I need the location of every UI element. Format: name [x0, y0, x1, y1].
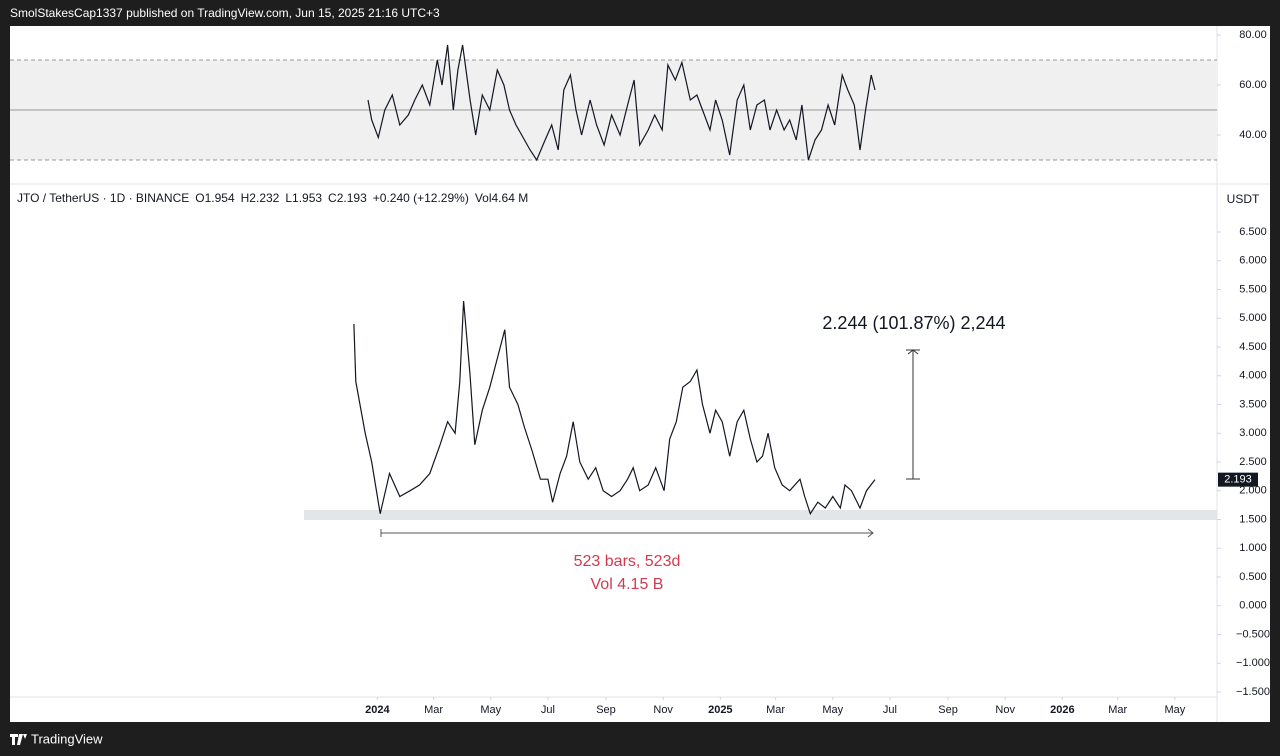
support-zone: [304, 510, 1217, 520]
x-tick-label: Nov: [653, 704, 673, 716]
currency: USDT: [1227, 192, 1260, 206]
x-tick-label: Mar: [424, 704, 443, 716]
y-tick-label: −1.500: [1236, 686, 1270, 698]
last-price-label: 2.193: [1224, 474, 1252, 486]
close: C2.193: [328, 191, 367, 205]
x-tick-label: Nov: [995, 704, 1015, 716]
y-tick-label: 5.000: [1239, 312, 1267, 324]
legend: JTO / TetherUS · 1D · BINANCE O1.954 H2.…: [17, 191, 528, 205]
x-tick-label: 2026: [1050, 704, 1074, 716]
y-tick-label: −0.500: [1236, 628, 1270, 640]
price-line: [353, 300, 876, 516]
y-tick-label: 6.500: [1239, 226, 1267, 238]
x-tick-label: May: [480, 704, 501, 716]
y-tick-label: 40.00: [1239, 129, 1267, 141]
low: L1.953: [285, 191, 323, 205]
x-tick-label: May: [1164, 704, 1185, 716]
last-price-badge: [1218, 472, 1258, 487]
range-arrow-ends: [906, 349, 920, 480]
x-tick-label: 2024: [365, 704, 390, 716]
open: O1.954: [195, 191, 235, 205]
y-tick-label: 3.000: [1239, 427, 1267, 439]
x-tick-label: Jul: [541, 704, 555, 716]
x-tick-label: Sep: [938, 704, 958, 716]
x-tick-label: Mar: [1108, 704, 1127, 716]
y-tick-label: 1.500: [1239, 513, 1267, 525]
y-tick-label: 2.500: [1239, 456, 1267, 468]
high: H2.232: [240, 191, 280, 205]
y-tick-label: 5.500: [1239, 283, 1267, 295]
volume-label: Vol 4.15 B: [591, 576, 664, 593]
bars-label: 523 bars, 523d: [574, 553, 681, 570]
x-tick-label: May: [822, 704, 843, 716]
y-tick-label: 2.000: [1239, 485, 1267, 497]
price-line: [367, 44, 876, 162]
y-tick-label: 3.500: [1239, 398, 1267, 410]
measure-ends: [380, 528, 874, 538]
x-tick-label: Jul: [883, 704, 897, 716]
y-tick-label: 4.500: [1239, 341, 1267, 353]
change: +0.240 (+12.29%): [372, 191, 469, 205]
brand: TradingView: [31, 731, 103, 746]
brand-logo: [10, 734, 27, 745]
y-tick-label: 1.000: [1239, 542, 1267, 554]
y-tick-label: 6.000: [1239, 255, 1267, 267]
y-tick-label: 60.00: [1239, 79, 1267, 91]
y-tick-label: −1.000: [1236, 657, 1270, 669]
y-tick-label: 0.500: [1239, 571, 1267, 583]
publisher: SmolStakesCap1337 published on TradingVi…: [10, 6, 440, 20]
x-tick-label: Sep: [596, 704, 616, 716]
y-tick-label: 0.000: [1239, 600, 1267, 612]
volume: Vol4.64 M: [474, 191, 529, 205]
y-tick-label: 80.00: [1239, 29, 1267, 41]
symbol: JTO / TetherUS · 1D · BINANCE: [17, 191, 190, 205]
range-label: 2.244 (101.87%) 2,244: [822, 313, 1005, 333]
x-tick-label: 2025: [708, 704, 732, 716]
y-tick-label: 4.000: [1239, 370, 1267, 382]
x-tick-label: Mar: [766, 704, 785, 716]
